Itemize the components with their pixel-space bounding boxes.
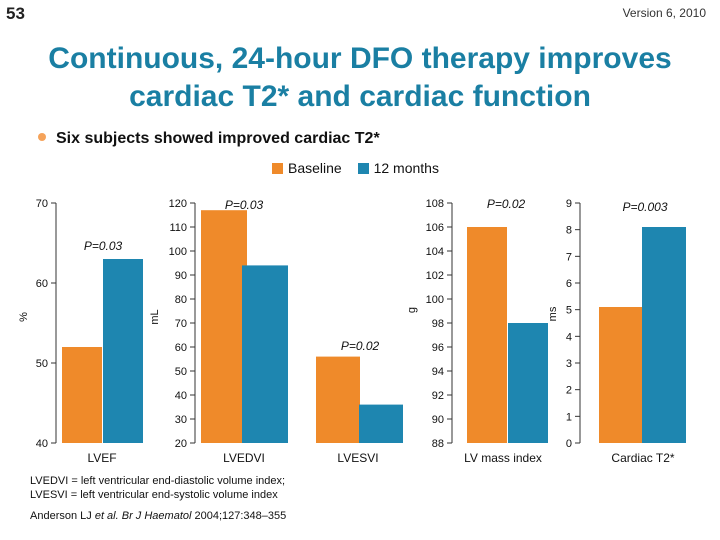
axis-label-ml: mL [149,309,161,324]
tick-label-ms: 7 [566,251,572,263]
footnote: LVEDVI = left ventricular end-diastolic … [30,474,285,502]
legend-item-12-months: 12 months [357,160,439,176]
tick-label-g: 96 [432,342,444,354]
tick-label-ml: 50 [175,366,187,378]
version-label: Version 6, 2010 [622,6,706,20]
citation-journal: Br J Haematol [118,510,192,522]
axis-label-g: g [406,307,418,313]
bullet-point: Six subjects showed improved cardiac T2* [38,130,380,148]
tick-label-pct: 70 [36,198,48,210]
tick-label-g: 104 [426,246,444,258]
legend-swatch-baseline [272,162,283,174]
bar-12-months-lvef [103,259,143,443]
tick-label-g: 88 [432,438,444,450]
tick-label-ms: 8 [566,225,572,237]
p-value-lv-mass-index: P=0.02 [487,197,526,211]
tick-label-ml: 90 [175,270,187,282]
p-value-lvef: P=0.03 [84,239,123,253]
tick-label-ml: 100 [169,246,187,258]
legend-label-12-months: 12 months [373,160,439,176]
bar-12-months-lv-mass-index [508,323,548,443]
tick-label-pct: 40 [36,438,48,450]
title-line-2: cardiac T2* and cardiac function [129,80,591,113]
bar-12-months-lvesvi [359,404,403,443]
category-label-cardiac-t2: Cardiac T2* [611,451,674,465]
tick-label-ms: 1 [566,411,572,423]
p-value-lvesvi: P=0.02 [341,339,380,353]
tick-label-ml: 20 [175,438,187,450]
citation-etal: et al. [94,510,119,522]
legend-label-baseline: Baseline [288,160,342,176]
tick-label-g: 90 [432,414,444,426]
tick-label-g: 106 [426,222,444,234]
slide-number: 53 [6,4,25,23]
bar-12-months-lvedvi [242,265,288,443]
axis-label-pct: % [18,312,30,322]
page-title: Continuous, 24-hour DFO therapy improves… [0,40,720,116]
bar-baseline-lv-mass-index [467,227,507,443]
tick-label-pct: 60 [36,278,48,290]
category-label-lv-mass-index: LV mass index [464,451,542,465]
tick-label-ml: 120 [169,198,187,210]
axis-label-ms: ms [547,306,559,321]
bar-baseline-lvesvi [316,356,360,443]
bullet-dot-icon [38,132,46,141]
tick-label-ml: 70 [175,318,187,330]
tick-label-ms: 6 [566,278,572,290]
legend-item-baseline: Baseline [272,160,342,176]
tick-label-g: 98 [432,318,444,330]
tick-label-ms: 5 [566,305,572,317]
tick-label-ml: 30 [175,414,187,426]
p-value-cardiac-t2: P=0.003 [622,200,667,214]
citation: Anderson LJ et al. Br J Haematol 2004;12… [30,510,286,522]
tick-label-ms: 4 [566,331,572,343]
tick-label-ml: 40 [175,390,187,402]
category-label-lvedvi: LVEDVI [223,451,265,465]
tick-label-ml: 110 [169,222,187,234]
category-label-lvef: LVEF [87,451,116,465]
tick-label-g: 108 [426,198,444,210]
footnote-line-2: LVESVI = left ventricular end-systolic v… [30,489,278,501]
bar-baseline-lvef [62,347,102,443]
bar-baseline-cardiac-t2 [599,307,643,443]
tick-label-ml: 80 [175,294,187,306]
title-line-1: Continuous, 24-hour DFO therapy improves [48,42,672,75]
citation-authors: Anderson LJ [30,510,95,522]
tick-label-g: 102 [426,270,444,282]
chart-legend: Baseline 12 months [272,160,451,176]
bar-baseline-lvedvi [201,210,247,443]
category-label-lvesvi: LVESVI [337,451,378,465]
tick-label-ms: 3 [566,358,572,370]
tick-label-g: 94 [432,366,444,378]
tick-label-pct: 50 [36,358,48,370]
tick-label-g: 92 [432,390,444,402]
footnote-line-1: LVEDVI = left ventricular end-diastolic … [30,475,286,487]
tick-label-ms: 0 [566,438,572,450]
tick-label-ml: 60 [175,342,187,354]
legend-swatch-12-months [357,162,369,174]
bullet-text: Six subjects showed improved cardiac T2* [56,130,380,147]
tick-label-ms: 2 [566,385,572,397]
citation-details: 2004;127:348–355 [191,510,287,522]
tick-label-g: 100 [426,294,444,306]
tick-label-ms: 9 [566,198,572,210]
p-value-lvedvi: P=0.03 [225,198,264,212]
bar-12-months-cardiac-t2 [642,227,686,443]
